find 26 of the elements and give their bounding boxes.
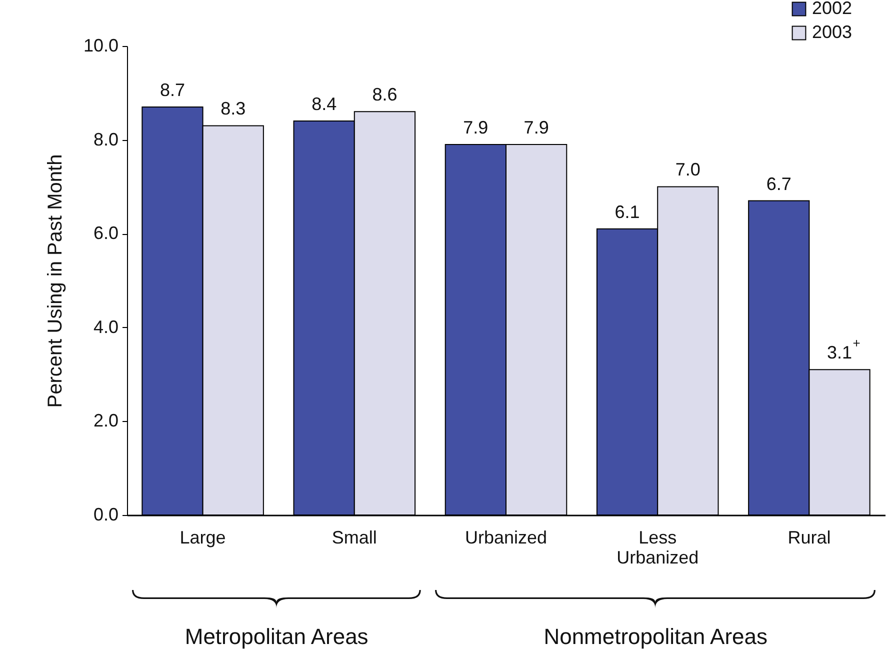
- data-label: 8.6: [372, 84, 398, 105]
- data-label: 8.7: [160, 80, 185, 100]
- data-label: 7.9: [524, 117, 549, 138]
- y-tick-label: 8.0: [93, 129, 118, 150]
- x-tick-label: Urbanized: [464, 528, 548, 548]
- legend-label: 2003: [812, 22, 852, 42]
- data-label: 7.9: [463, 117, 488, 138]
- data-label: 8.3: [220, 98, 246, 119]
- data-label: 7.0: [675, 160, 700, 180]
- text: Nonmetropolitan Areas: [544, 624, 768, 650]
- text: Metropolitan Areas: [184, 624, 368, 650]
- x-tick-label: Large: [180, 528, 226, 548]
- data-label: 6.1: [614, 202, 640, 222]
- y-tick-label: 4.0: [93, 316, 118, 337]
- y-axis-title: Percent Using in Past Month: [44, 154, 66, 408]
- x-tick-label: Small: [332, 528, 377, 548]
- y-tick-label: 6.0: [93, 223, 118, 244]
- x-tick-label: Rural: [788, 528, 831, 548]
- data-label: 8.4: [312, 94, 337, 114]
- y-tick-label: 2.0: [93, 410, 118, 431]
- y-tick-label: 10.0: [83, 36, 118, 56]
- data-label: 6.7: [766, 174, 792, 194]
- x-tick-label: Less Urbanized: [616, 528, 699, 568]
- legend-label: 2002: [812, 0, 852, 18]
- y-tick-label: 0.0: [93, 504, 118, 524]
- data-label: 3.1+: [827, 336, 860, 363]
